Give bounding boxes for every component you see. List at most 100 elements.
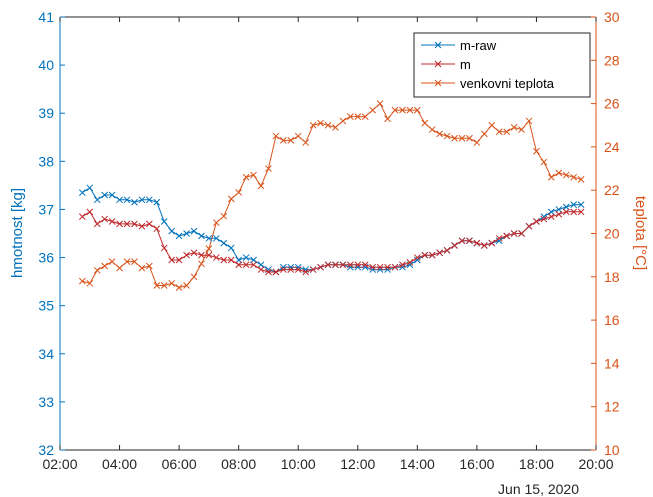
y-right-tick-label: 14 [604,355,620,371]
data-point [190,249,198,257]
data-point [168,256,176,264]
data-point [480,130,488,138]
data-point [458,237,466,245]
data-point [451,242,458,249]
chart-axes: 02:00 04:00 06:00 08:00 10:00 12:00 14:00 16:00… [38,9,619,472]
legend-marker [434,79,442,87]
data-point [220,239,228,247]
data-point [547,213,555,221]
data-point [421,119,429,127]
data-point [495,237,503,245]
data-point [168,279,176,287]
data-point [361,261,369,269]
y-right-tick-label: 18 [604,269,620,285]
data-point [339,117,347,125]
data-point [86,279,94,287]
data-point [265,165,272,172]
x-tick-label: 12:00 [340,456,375,472]
data-point [78,189,86,196]
legend-items: m-raw m venkovni teplota [421,38,555,91]
legend-entry-m: m [421,57,471,72]
data-point [131,220,138,228]
data-point [309,266,317,273]
data-point [250,261,257,269]
data-point [101,262,109,270]
data-point [369,106,377,114]
data-point [279,137,287,144]
data-point [145,220,153,228]
x-tick-label: 20:00 [578,456,613,472]
data-point [555,210,563,218]
y-axis-left-label: hmotnost [kg] [9,188,26,278]
data-point [488,121,496,129]
data-point [577,176,585,183]
data-point [421,251,429,259]
data-point [399,106,406,114]
data-point [279,266,287,273]
legend-label: m [460,57,471,72]
y-right-tick-label: 24 [604,139,620,155]
y-axis-right-label: teplota [°C] [632,196,649,270]
data-point [183,251,190,259]
data-point [518,126,525,133]
data-point [227,244,235,252]
data-point [160,282,168,289]
data-point [346,113,354,120]
legend-box [413,32,591,98]
data-point [250,256,257,264]
series-m [78,208,585,276]
data-point [406,259,414,266]
data-point [376,263,384,271]
y-right-tick-label: 20 [604,226,620,242]
data-point [488,239,496,247]
y-left-tick-label: 37 [38,201,54,217]
data-point [428,126,436,133]
data-point [242,173,250,181]
data-point [324,261,332,269]
x-tick-label: 18:00 [519,456,554,472]
data-point [510,124,518,131]
data-point [413,106,421,114]
data-point [86,184,94,192]
data-point [399,261,406,269]
legend-marker [434,60,442,68]
data-point [302,139,310,146]
data-point [525,117,533,125]
data-point [443,246,451,254]
data-point [577,201,585,208]
data-point [108,218,116,225]
data-point [473,239,481,247]
data-point [436,130,444,138]
legend-entry-venkovni-teplota: venkovni teplota [421,76,555,91]
data-point [175,256,183,264]
data-point [562,171,570,179]
data-point [123,220,131,228]
y-left-tick-label: 34 [38,346,54,362]
data-point [205,251,213,259]
data-point [131,198,138,206]
data-point [458,134,466,142]
data-point [570,201,578,208]
y-right-tick-label: 26 [604,96,620,112]
data-point [93,196,101,204]
y-left-tick-label: 36 [38,250,54,266]
data-point [428,251,436,259]
y-left-tick-label: 39 [38,105,54,121]
data-point [116,264,123,272]
data-point [175,232,183,240]
data-point [131,258,138,265]
data-point [376,100,384,107]
y-left-tick-label: 41 [38,9,54,25]
data-point [562,208,570,216]
data-point [339,261,347,269]
data-point [160,218,168,225]
data-point [555,206,563,213]
data-point [160,244,168,252]
data-point [101,215,109,223]
data-point [250,171,257,179]
data-point [287,137,295,144]
data-point [220,256,228,264]
data-point [547,173,555,181]
data-point [257,182,265,190]
y-right-tick-label: 30 [604,9,620,25]
